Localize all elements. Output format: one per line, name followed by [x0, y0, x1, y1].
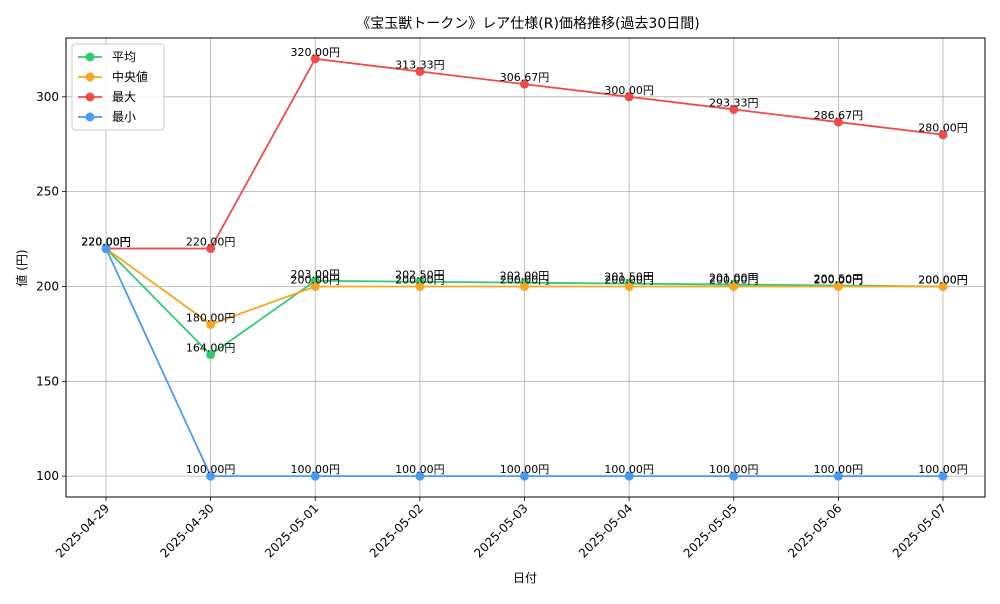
data-label: 293.33円 [709, 96, 759, 109]
legend-box [71, 43, 165, 131]
data-label: 100.00円 [918, 463, 968, 476]
data-label: 306.67円 [500, 71, 550, 84]
data-label: 201.50円 [604, 271, 654, 284]
data-label: 300.00円 [604, 84, 654, 97]
data-label: 200.00円 [918, 273, 968, 286]
data-label: 200.50円 [814, 273, 864, 286]
data-label: 100.00円 [395, 463, 445, 476]
data-label: 202.00円 [500, 270, 550, 283]
y-axis-label: 値 (円) [14, 249, 29, 286]
y-tick-label: 250 [36, 185, 59, 199]
data-label: 203.00円 [291, 268, 341, 281]
data-point [310, 471, 320, 481]
series-lines [101, 54, 948, 481]
y-tick-label: 300 [36, 90, 59, 104]
chart-title: 《宝玉獣トークン》レア仕様(R)価格推移(過去30日間) [356, 16, 699, 32]
data-label: 100.00円 [186, 463, 236, 476]
data-point [729, 471, 739, 481]
data-point [101, 244, 111, 254]
data-point [938, 130, 948, 140]
data-label: 220.00円 [186, 236, 236, 249]
data-label: 100.00円 [291, 463, 341, 476]
legend-marker [85, 52, 95, 62]
data-label: 100.00円 [814, 463, 864, 476]
data-label: 200.00円 [604, 273, 654, 286]
data-label: 164.00円 [186, 342, 236, 355]
legend-entry: 平均 [112, 50, 136, 64]
data-point [938, 281, 948, 291]
data-label: 220.00円 [81, 236, 131, 249]
legend-marker [85, 72, 95, 82]
data-point [938, 471, 948, 481]
data-point [833, 117, 843, 127]
data-label: 200.00円 [709, 273, 759, 286]
legend-entry: 最大 [112, 90, 136, 104]
data-point [310, 54, 320, 64]
data-point [310, 281, 320, 291]
data-label: 200.00円 [395, 273, 445, 286]
data-point [520, 471, 529, 481]
data-label: 180.00円 [186, 311, 236, 324]
data-label: 220.00円 [81, 236, 131, 249]
data-point [206, 319, 216, 329]
data-label: 100.00円 [604, 463, 654, 476]
data-point [624, 281, 634, 291]
y-tick-label: 100 [36, 469, 59, 483]
data-label: 100.00円 [500, 463, 550, 476]
data-point [833, 471, 843, 481]
data-point [206, 244, 216, 254]
data-point [415, 471, 425, 481]
data-point [520, 281, 529, 291]
data-label: 280.00円 [918, 122, 968, 135]
data-point [833, 281, 843, 291]
data-point [729, 104, 739, 114]
data-point [206, 350, 216, 360]
plot-frame [65, 37, 986, 498]
data-label: 320.00円 [291, 46, 341, 59]
data-label: 200.00円 [291, 273, 341, 286]
data-point [624, 92, 634, 102]
legend-entry: 最小 [112, 110, 136, 124]
data-label: 200.00円 [500, 273, 550, 286]
data-label: 200.00円 [918, 273, 968, 286]
y-tick-label: 200 [36, 279, 59, 293]
data-labels: 220.00円 164.00円 203.00円 202.50円 202.00円 201.5… [81, 46, 968, 476]
data-point [415, 67, 425, 77]
x-axis-label: 日付 [513, 571, 537, 585]
data-point [729, 281, 739, 291]
legend-entry: 中央値 [112, 69, 148, 84]
legend-marker [85, 92, 95, 102]
data-label: 220.00円 [81, 236, 131, 249]
data-label: 313.33円 [395, 59, 445, 72]
data-point [624, 471, 634, 481]
data-label: 286.67円 [814, 109, 864, 122]
data-point [206, 471, 216, 481]
y-tick-label: 150 [36, 374, 59, 388]
data-point [415, 281, 425, 291]
data-label: 201.00円 [709, 272, 759, 285]
data-label: 100.00円 [709, 463, 759, 476]
legend-marker [85, 112, 95, 122]
data-label: 202.50円 [395, 269, 445, 282]
data-label: 200.00円 [814, 273, 864, 286]
data-point [520, 79, 529, 89]
data-label: 220.00円 [81, 236, 131, 249]
